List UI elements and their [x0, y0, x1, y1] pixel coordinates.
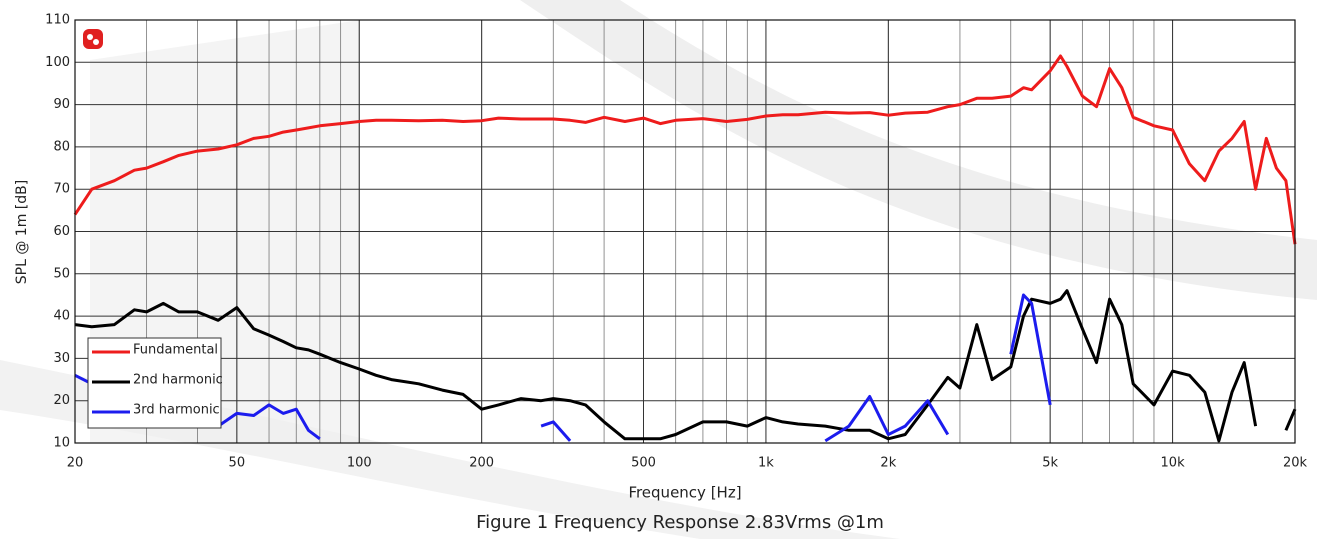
x-axis-label: Frequency [Hz]: [628, 484, 741, 502]
x-tick-label: 500: [631, 456, 656, 471]
x-tick-label: 100: [347, 456, 372, 471]
logo: [83, 29, 103, 49]
plot-frame: [74, 19, 1296, 444]
y-tick-label: 110: [45, 13, 70, 28]
series-line: [74, 289, 1297, 443]
caption: Figure 1 Frequency Response 2.83Vrms @1m: [476, 512, 884, 533]
y-tick-label: 30: [53, 351, 70, 366]
y-tick-label: 100: [45, 55, 70, 70]
x-tick-label: 1k: [758, 456, 774, 471]
y-tick-label: 20: [53, 393, 70, 408]
y-tick-label: 80: [53, 139, 70, 154]
x-tick-label: 5k: [1042, 456, 1058, 471]
y-tick-label: 40: [53, 309, 70, 324]
y-tick-label: 90: [53, 97, 70, 112]
lines: [73, 54, 1297, 443]
legend: Fundamental 2nd harmonic 3rd harmonic: [87, 337, 223, 429]
y-tick-label: 60: [53, 224, 70, 239]
x-tick-label: 20k: [1283, 456, 1308, 471]
x-tick-label: 10k: [1161, 456, 1186, 471]
legend-label: 2nd harmonic: [133, 373, 223, 388]
x-tick-label: 2k: [880, 456, 896, 471]
series-line: [73, 54, 1297, 245]
y-tick-label: 70: [53, 182, 70, 197]
legend-label: 3rd harmonic: [133, 403, 220, 418]
x-tick-label: 20: [67, 456, 84, 471]
y-axis-label: SPL @ 1m [dB]: [14, 180, 30, 284]
y-tick-label: 10: [53, 436, 70, 451]
x-tick-label: 50: [229, 456, 246, 471]
x-tick-label: 200: [469, 456, 494, 471]
y-tick-label: 50: [53, 266, 70, 281]
legend-label: Fundamental: [133, 343, 218, 358]
background-swoosh: [520, 0, 1317, 300]
